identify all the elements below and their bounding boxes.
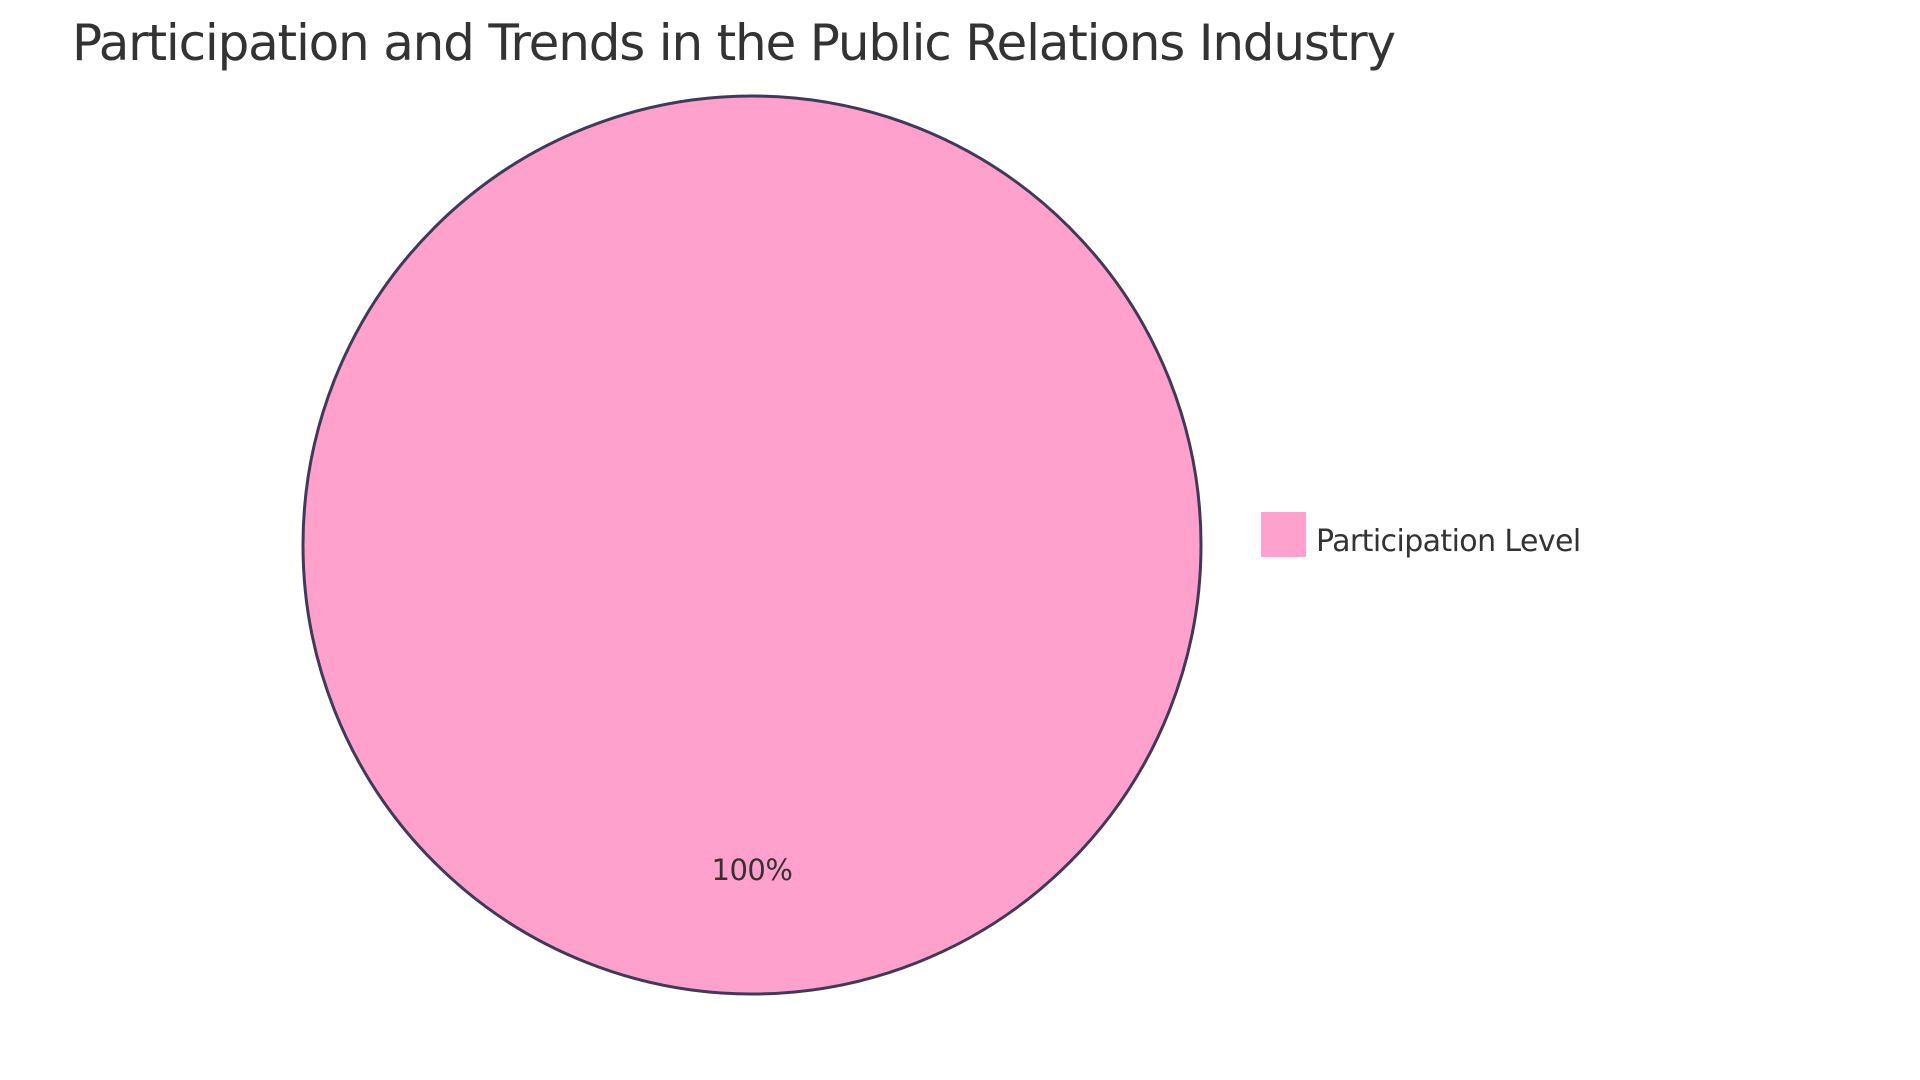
slice-percentage-label: 100% (712, 853, 793, 887)
legend-swatch (1261, 512, 1306, 557)
pie-plot-area: 100% (301, 94, 1203, 996)
pie-slice-participation-level[interactable] (301, 94, 1203, 996)
chart-title: Participation and Trends in the Public R… (72, 14, 1395, 72)
legend-label: Participation Level (1316, 524, 1581, 559)
legend: Participation Level (1261, 512, 1581, 559)
legend-item-participation-level[interactable]: Participation Level (1261, 512, 1581, 559)
